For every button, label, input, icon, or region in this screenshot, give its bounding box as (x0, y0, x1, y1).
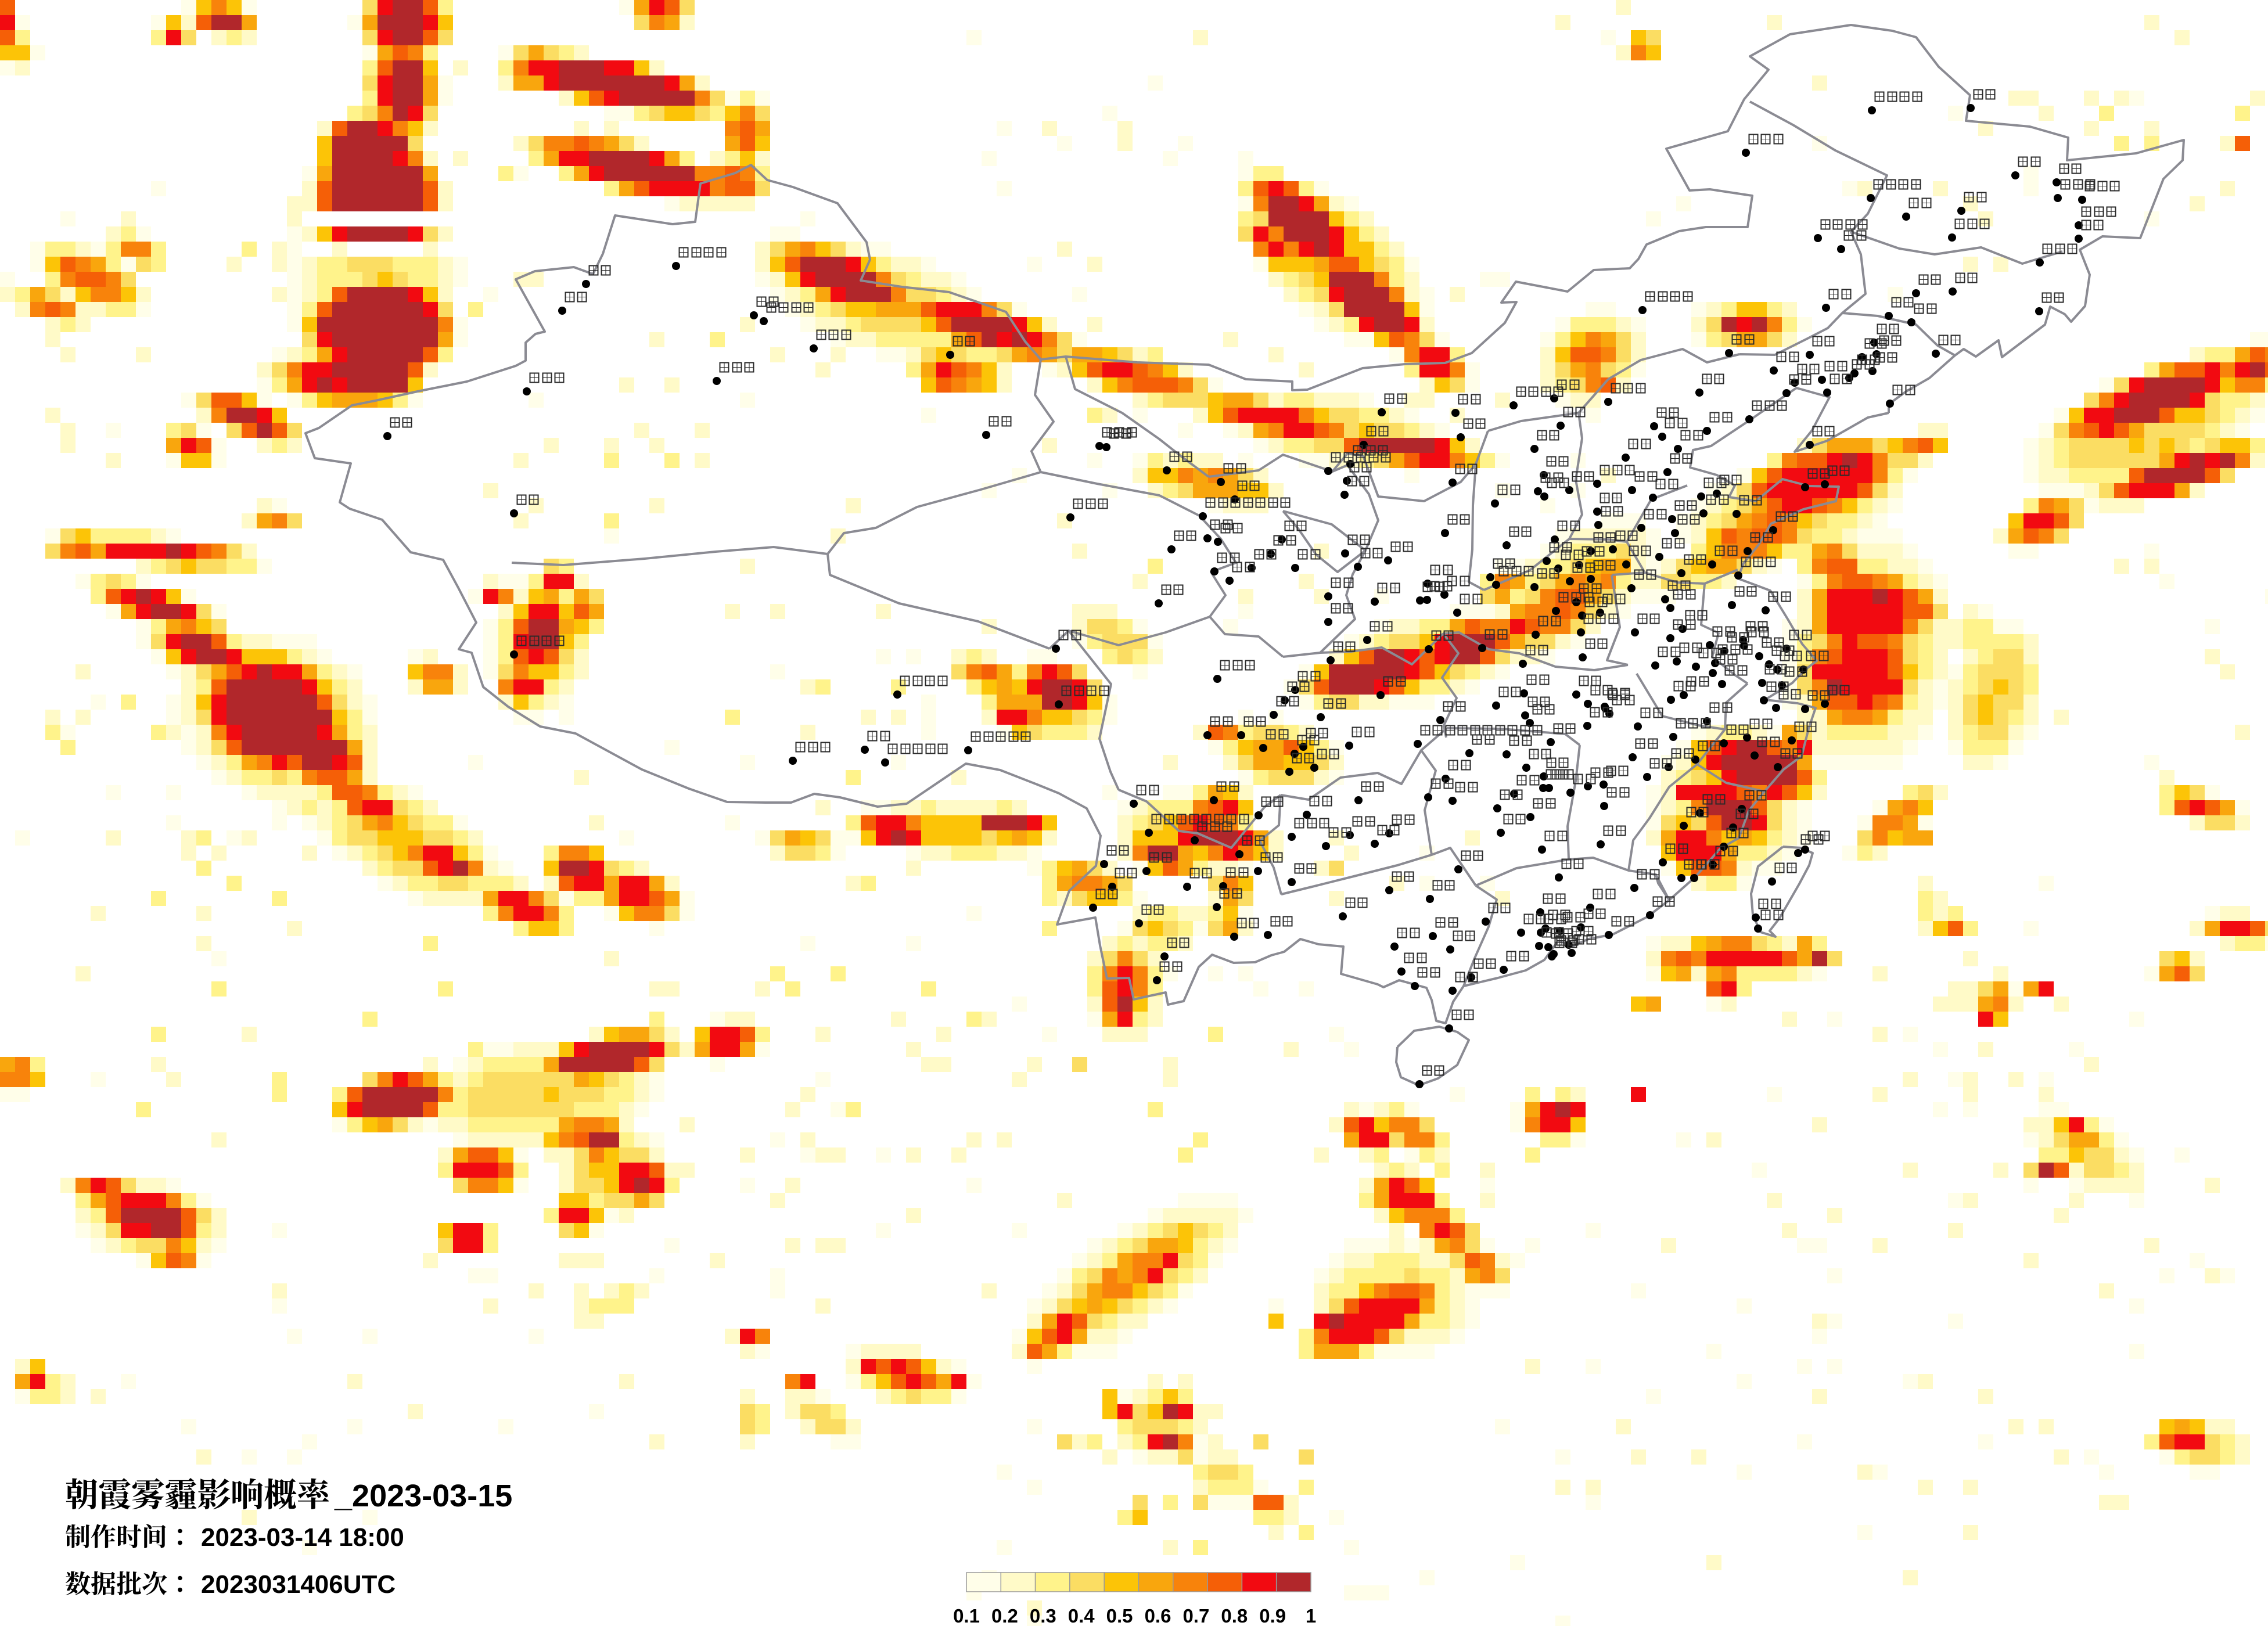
svg-text:0.5: 0.5 (1106, 1605, 1133, 1626)
svg-text:2023031406UTC: 2023031406UTC (201, 1570, 396, 1599)
svg-text:0.6: 0.6 (1145, 1605, 1171, 1626)
svg-text:1: 1 (1306, 1605, 1316, 1626)
svg-text:0.2: 0.2 (991, 1605, 1018, 1626)
svg-text:0.1: 0.1 (953, 1605, 980, 1626)
svg-text:0.4: 0.4 (1068, 1605, 1095, 1626)
svg-text:_2023-03-15: _2023-03-15 (334, 1478, 512, 1513)
svg-text:0.3: 0.3 (1030, 1605, 1056, 1626)
svg-text:0.8: 0.8 (1221, 1605, 1248, 1626)
svg-text:2023-03-14 18:00: 2023-03-14 18:00 (201, 1523, 404, 1552)
svg-text:0.9: 0.9 (1259, 1605, 1286, 1626)
svg-text:0.7: 0.7 (1182, 1605, 1209, 1626)
